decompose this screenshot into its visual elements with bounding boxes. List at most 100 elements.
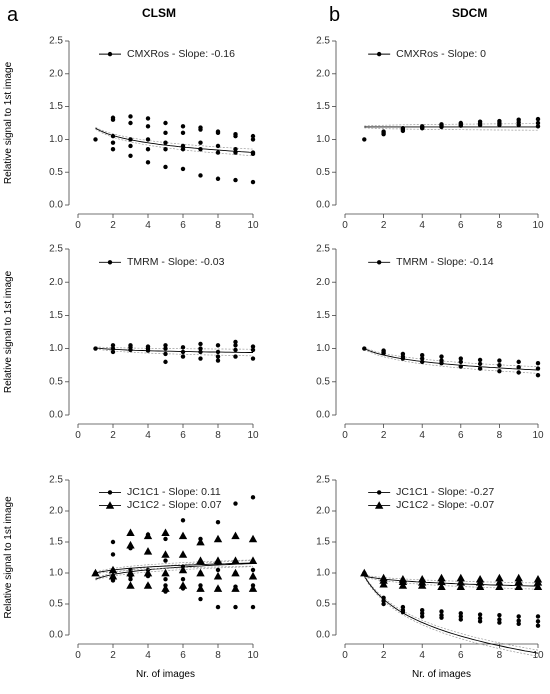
clsm-jc1-series-0-point bbox=[110, 539, 116, 545]
sdcm-tmrm-series-0-point bbox=[458, 364, 463, 369]
clsm-jc1-x-tick-label: 2 bbox=[110, 650, 116, 661]
sdcm-tmrm-y-tick-label: 1.5 bbox=[316, 310, 330, 321]
sdcm-cmxros-series-0-ci-upper bbox=[364, 123, 538, 127]
sdcm-jc1-series-1-point bbox=[456, 573, 465, 582]
sdcm-cmxros-x-tick-label: 6 bbox=[458, 220, 464, 231]
clsm-jc1-series-0-point bbox=[128, 577, 133, 582]
sdcm-jc1-y-tick-label: 1.5 bbox=[316, 537, 330, 548]
clsm-tmrm-x-tick-label: 0 bbox=[75, 430, 81, 441]
sdcm-cmxros-y-tick-label: 2.0 bbox=[316, 68, 330, 79]
clsm-tmrm-series-0-point bbox=[250, 347, 256, 353]
clsm-cmxros-series-0-point bbox=[163, 140, 168, 145]
clsm-jc1-series-1-point bbox=[213, 556, 223, 564]
clsm-jc1-series-1-point bbox=[178, 550, 188, 558]
clsm-cmxros-y-tick-label: 1.0 bbox=[49, 134, 63, 145]
clsm-jc1-series-1-point bbox=[161, 584, 170, 592]
sdcm-jc1-series-0-point bbox=[400, 604, 406, 610]
clsm-jc1-series-1-point bbox=[248, 556, 258, 564]
clsm-tmrm-series-0-point bbox=[180, 345, 186, 350]
sdcm-jc1-series-0-ci-upper bbox=[364, 575, 539, 651]
clsm-jc1-series-0-point bbox=[233, 501, 238, 506]
clsm-jc1-series-1-point bbox=[143, 568, 153, 577]
clsm-tmrm-series-0-point bbox=[215, 358, 221, 363]
sdcm-jc1-series-0-point bbox=[458, 614, 463, 619]
clsm-cmxros-series-0-point bbox=[145, 160, 151, 165]
clsm-tmrm-series-0-point bbox=[233, 354, 238, 359]
sdcm-tmrm-series-0-point bbox=[516, 364, 521, 370]
clsm-cmxros-series-0-point bbox=[250, 137, 256, 142]
clsm-tmrm-series-0-point bbox=[233, 343, 238, 348]
clsm-tmrm-series-0-point bbox=[128, 347, 133, 353]
sdcm-tmrm-y-tick-label: 0.0 bbox=[316, 410, 330, 421]
clsm-jc1-series-1-fit-line bbox=[95, 562, 254, 574]
sdcm-tmrm-series-0-point bbox=[362, 346, 367, 351]
clsm-jc1-y-tick-label: 1.5 bbox=[49, 537, 63, 548]
sdcm-jc1-series-0-point bbox=[400, 609, 406, 615]
clsm-jc1-series-1-point bbox=[231, 584, 240, 592]
sdcm-cmxros-y-tick-label: 2.5 bbox=[316, 36, 330, 47]
sdcm-jc1-series-1-point bbox=[418, 581, 427, 589]
sdcm-tmrm-legend-label-0: TMRM - Slope: -0.14 bbox=[396, 256, 494, 268]
sdcm-jc1-series-1-point bbox=[495, 578, 504, 586]
clsm-tmrm-series-0-point bbox=[163, 346, 168, 351]
clsm-jc1-series-1-point bbox=[161, 550, 170, 558]
clsm-cmxros-x-tick-label: 0 bbox=[75, 220, 81, 231]
clsm-jc1-series-1-point bbox=[178, 581, 188, 589]
sdcm-tmrm-series-0-ci-upper bbox=[364, 347, 539, 368]
clsm-cmxros-x-tick-label: 10 bbox=[247, 220, 259, 231]
sdcm-tmrm-series-0-point bbox=[420, 353, 425, 358]
clsm-jc1-series-0-point bbox=[250, 567, 256, 573]
clsm-jc1-x-tick-label: 4 bbox=[145, 650, 151, 661]
sdcm-cmxros-series-0-point bbox=[458, 123, 463, 128]
clsm-tmrm-series-0-point bbox=[215, 349, 221, 355]
clsm-jc1-series-0-point bbox=[163, 558, 168, 563]
clsm-cmxros-series-0-point bbox=[145, 137, 151, 142]
clsm-jc1-series-0-point bbox=[180, 518, 186, 523]
clsm-tmrm-series-0-point bbox=[110, 346, 116, 351]
sdcm-jc1-x-tick-label: 2 bbox=[381, 650, 387, 661]
clsm-jc1-series-1-point bbox=[231, 556, 240, 564]
sdcm-cmxros-series-0-point bbox=[439, 124, 444, 130]
clsm-cmxros-series-0-point bbox=[215, 176, 221, 181]
panel-letter-a: a bbox=[7, 4, 19, 26]
sdcm-jc1-series-1-point bbox=[360, 568, 369, 577]
sdcm-cmxros-y-tick-label: 1.5 bbox=[316, 101, 330, 112]
clsm-jc1-x-tick-label: 0 bbox=[75, 650, 81, 661]
clsm-tmrm-series-0-point bbox=[180, 349, 186, 355]
clsm-jc1-series-0-point bbox=[198, 596, 203, 602]
sdcm-tmrm-series-0-point bbox=[420, 359, 425, 365]
sdcm-cmxros-series-0-point bbox=[381, 131, 386, 137]
clsm-jc1-y-label: Relative signal to 1st image bbox=[3, 496, 14, 619]
clsm-jc1-series-0-point bbox=[215, 519, 221, 525]
clsm-tmrm-series-0-point bbox=[110, 349, 116, 355]
sdcm-tmrm-series-0-point bbox=[535, 366, 541, 371]
sdcm-jc1-series-0-point bbox=[477, 612, 483, 617]
sdcm-jc1-x-tick-label: 10 bbox=[532, 650, 544, 661]
sdcm-cmxros-x-tick-label: 10 bbox=[532, 220, 544, 231]
clsm-cmxros-series-0-point bbox=[180, 147, 186, 152]
sdcm-cmxros-y-tick-label: 0.5 bbox=[316, 167, 330, 178]
sdcm-jc1-series-1-point bbox=[475, 582, 485, 590]
clsm-cmxros-series-0-fit-line bbox=[95, 127, 254, 153]
clsm-jc1-x-tick-label: 8 bbox=[215, 650, 221, 661]
clsm-jc1-series-1-point bbox=[108, 571, 118, 580]
clsm-jc1-series-0-point bbox=[180, 577, 186, 582]
sdcm-jc1-x-tick-label: 6 bbox=[458, 650, 464, 661]
sdcm-jc1-series-1-point bbox=[379, 579, 388, 588]
sdcm-tmrm-series-0-point bbox=[381, 351, 386, 356]
clsm-jc1-series-1-point bbox=[178, 531, 188, 540]
clsm-cmxros-y-label: Relative signal to 1st image bbox=[3, 61, 14, 184]
sdcm-tmrm-series-0-point bbox=[516, 370, 521, 375]
clsm-jc1-y-tick-label: 2.0 bbox=[49, 506, 63, 517]
sdcm-jc1-series-0-point bbox=[420, 611, 425, 616]
clsm-cmxros-y-tick-label: 2.0 bbox=[49, 68, 63, 79]
sdcm-jc1-series-0-point bbox=[516, 618, 521, 623]
sdcm-cmxros-series-0-point bbox=[362, 137, 367, 142]
clsm-jc1-series-0-point bbox=[163, 577, 168, 582]
clsm-cmxros-series-0-point bbox=[198, 140, 203, 145]
sdcm-cmxros-series-0-ci-lower bbox=[364, 127, 538, 131]
clsm-jc1-y-tick-label: 0.0 bbox=[49, 630, 63, 641]
clsm-tmrm-y-tick-label: 0.5 bbox=[49, 376, 63, 387]
clsm-jc1-series-0-point bbox=[250, 495, 256, 500]
sdcm-tmrm-x-tick-label: 10 bbox=[532, 430, 544, 441]
